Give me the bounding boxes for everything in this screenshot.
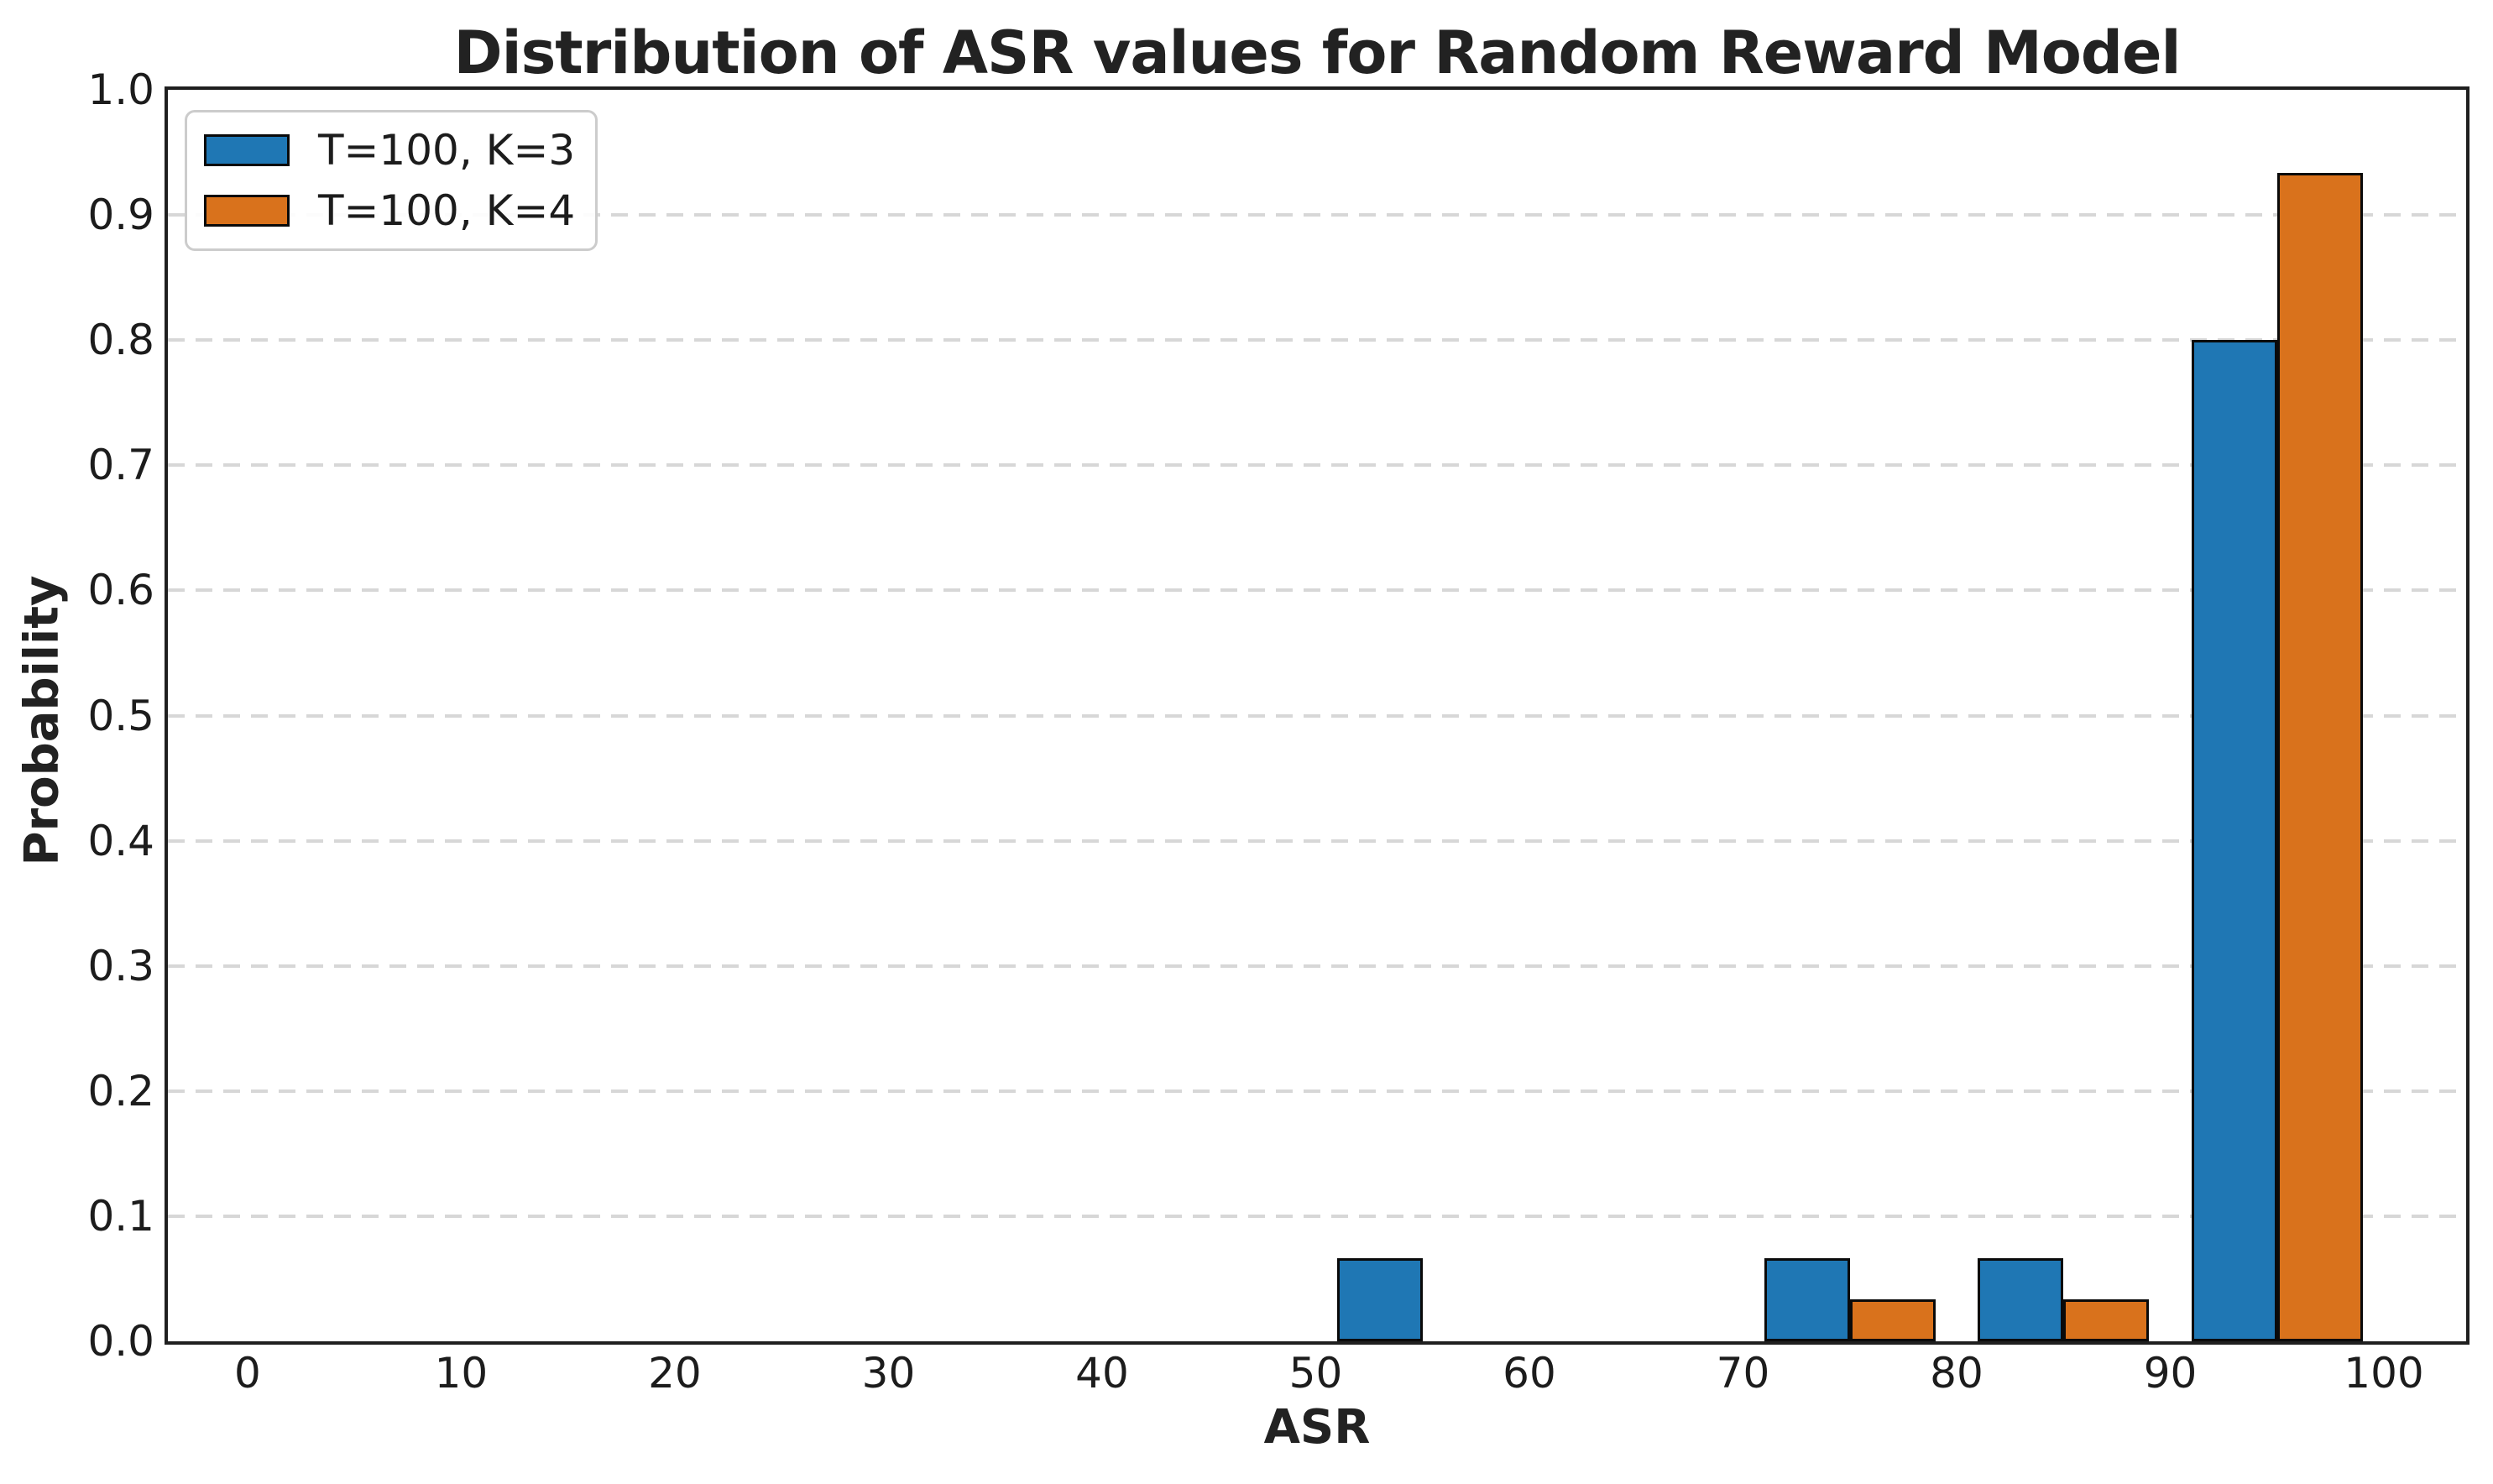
bar-k4-group-75: [1849, 1299, 1936, 1341]
gridline: [168, 713, 2466, 718]
x-tick-label: 40: [1075, 1349, 1129, 1398]
x-tick-label: 10: [434, 1349, 489, 1398]
y-tick-label: 0.0: [87, 1317, 154, 1366]
x-tick-label: 70: [1716, 1349, 1770, 1398]
gridline: [168, 839, 2466, 843]
legend-label: T=100, K=3: [318, 126, 576, 175]
bar-k3-group-95: [2191, 340, 2277, 1341]
y-tick-label: 0.4: [87, 816, 154, 865]
legend: T=100, K=3 T=100, K=4: [185, 110, 598, 251]
bar-k4-group-85: [2063, 1299, 2150, 1341]
gridline: [168, 463, 2466, 468]
gridline: [168, 338, 2466, 342]
bar-k3-group-85: [1978, 1257, 2064, 1341]
legend-label: T=100, K=4: [318, 186, 576, 235]
x-tick-label: 90: [2143, 1349, 2198, 1398]
y-tick-label: 0.1: [87, 1191, 154, 1241]
legend-item: T=100, K=4: [204, 186, 575, 235]
x-tick-label: 50: [1288, 1349, 1343, 1398]
y-tick-label: 0.3: [87, 941, 154, 990]
gridline: [168, 588, 2466, 593]
plot-area: T=100, K=3 T=100, K=4: [165, 86, 2469, 1345]
y-tick-label: 0.8: [87, 316, 154, 365]
bar-k4-group-95: [2276, 173, 2363, 1341]
chart-title: Distribution of ASR values for Random Re…: [453, 18, 2182, 87]
legend-item: T=100, K=3: [204, 126, 575, 175]
y-tick-label: 0.9: [87, 191, 154, 240]
y-tick-label: 0.2: [87, 1066, 154, 1116]
gridline: [168, 1214, 2466, 1218]
x-tick-label: 100: [2344, 1349, 2424, 1398]
y-tick-label: 0.7: [87, 441, 154, 490]
y-tick-label: 0.5: [87, 691, 154, 740]
gridline: [168, 213, 2466, 217]
x-axis-label: ASR: [1263, 1400, 1371, 1455]
x-tick-label: 20: [648, 1349, 702, 1398]
x-tick-label: 30: [861, 1349, 916, 1398]
x-tick-label: 60: [1503, 1349, 1556, 1398]
y-tick-label: 0.6: [87, 566, 154, 615]
y-tick-label: 1.0: [87, 65, 154, 114]
gridline: [168, 964, 2466, 968]
gridline: [168, 1089, 2466, 1093]
x-tick-label: 0: [234, 1349, 261, 1398]
bar-k3-group-75: [1764, 1257, 1850, 1341]
bar-k3-group-55: [1336, 1257, 1423, 1341]
legend-swatch: [204, 134, 290, 166]
legend-swatch: [204, 195, 290, 227]
x-tick-label: 80: [1930, 1349, 1983, 1398]
